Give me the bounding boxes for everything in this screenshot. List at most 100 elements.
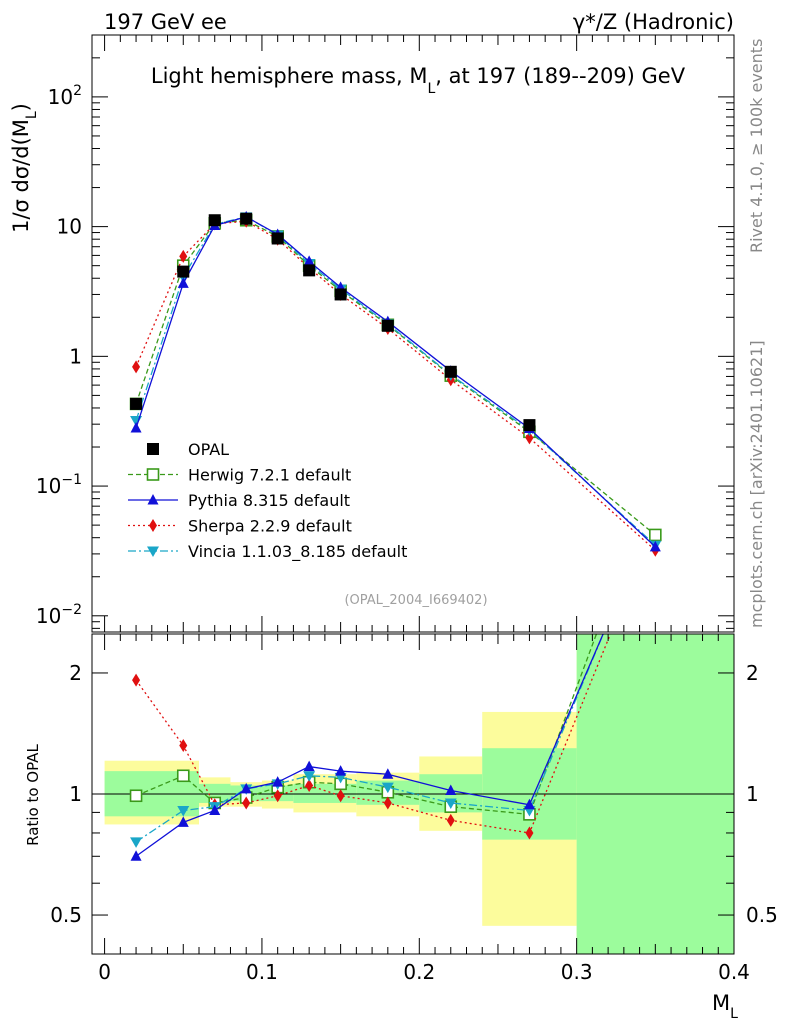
ratio-series-pythia xyxy=(130,634,604,861)
ratio-pythia-point xyxy=(272,776,284,787)
ratio-pythia-point xyxy=(335,765,347,776)
main-y-tick-labels: 10−2 10−1 1 10 102 xyxy=(36,83,82,628)
ratio-sherpa-point xyxy=(273,789,282,803)
ratio-y-tick-label-right: 0.5 xyxy=(746,903,778,927)
herwig-line xyxy=(135,219,656,536)
ratio-y-tick-label-right: 1 xyxy=(746,782,759,806)
main-series-group xyxy=(129,210,662,632)
ratio-pythia-point xyxy=(523,798,535,810)
legend-item-pythia: Pythia 8.315 default xyxy=(128,491,350,510)
pythia-point xyxy=(303,255,315,266)
ratio-y-axis-label: Ratio to OPAL xyxy=(24,744,42,846)
x-tick-label: 0 xyxy=(98,960,111,984)
ratio-pythia-point xyxy=(382,768,394,779)
ratio-vincia-point xyxy=(177,805,190,817)
legend-label-opal: OPAL xyxy=(188,440,229,459)
mcplots-label: mcplots.cern.ch [arXiv:2401.10621] xyxy=(747,340,766,628)
sherpa-point xyxy=(525,431,534,445)
ratio-y-tick-labels: 0.5 0.5 1 1 2 2 xyxy=(50,661,778,927)
ratio-series-sherpa xyxy=(132,634,612,840)
ratio-band-inner xyxy=(199,783,231,803)
ratio-x-tick-labels: 0 0.1 0.2 0.3 0.4 xyxy=(98,960,750,984)
main-panel: 10−2 10−1 1 10 102 Light hemisphere mass, ML… xyxy=(9,34,735,633)
x-axis-label: ML xyxy=(712,991,738,1022)
main-y-tick-label: 10−1 xyxy=(36,472,82,498)
ratio-herwig-point xyxy=(176,769,190,783)
ratio-herwig-point xyxy=(129,789,143,803)
legend-label-sherpa: Sherpa 2.2.9 default xyxy=(188,517,352,536)
main-frame xyxy=(91,34,735,633)
opal-point xyxy=(444,365,457,378)
ratio-y-tick-label-left: 0.5 xyxy=(50,903,82,927)
opal-point xyxy=(130,397,143,410)
legend-marker-pythia xyxy=(147,494,159,505)
legend-marker-opal xyxy=(147,443,159,455)
ratio-vincia-point xyxy=(381,782,394,794)
opal-point xyxy=(523,419,536,432)
opal-point xyxy=(334,288,347,301)
opal-point xyxy=(303,264,316,277)
main-y-tick-label: 10−2 xyxy=(36,602,82,628)
ratio-herwig-line xyxy=(135,634,598,816)
legend-marker-sherpa xyxy=(149,519,157,532)
ratio-sherpa-line xyxy=(135,634,612,834)
ratio-pythia-point xyxy=(303,760,315,772)
opal-point xyxy=(649,631,662,632)
ratio-sherpa-point xyxy=(446,813,455,827)
main-y-tick-label: 10 xyxy=(57,215,82,239)
ratio-pythia-point xyxy=(177,816,189,827)
main-y-axis-label: 1/σ dσ/d(ML) xyxy=(9,103,40,233)
opal-point xyxy=(381,319,394,332)
x-tick-label: 0.2 xyxy=(403,960,435,984)
ratio-y-tick-label-left: 1 xyxy=(69,782,82,806)
legend-item-sherpa: Sherpa 2.2.9 default xyxy=(128,517,352,536)
ratio-series-group xyxy=(129,634,612,861)
opal-point xyxy=(177,265,190,278)
header-left: 197 GeV ee xyxy=(104,10,227,34)
ratio-pythia-point xyxy=(209,804,221,815)
ratio-vincia-point xyxy=(130,837,143,848)
herwig-point xyxy=(649,528,662,542)
ratio-axis-ticks xyxy=(92,634,735,955)
rivet-label: Rivet 4.1.0, ≥ 100k events xyxy=(747,39,766,253)
ratio-sherpa-point xyxy=(242,796,251,810)
opal-point xyxy=(240,212,253,225)
main-y-tick-label: 102 xyxy=(48,83,82,109)
x-tick-label: 0.3 xyxy=(561,960,593,984)
ratio-panel: 0.5 0.5 1 1 2 2 0 0.1 0.2 0.3 0.4 Ratio to OPAL M… xyxy=(24,633,778,1022)
ratio-pythia-point xyxy=(130,850,142,861)
ratio-sherpa-point xyxy=(305,778,314,792)
ratio-sherpa-point xyxy=(179,739,188,753)
sherpa-point xyxy=(132,360,141,374)
ratio-sherpa-point xyxy=(383,796,392,810)
x-tick-label: 0.4 xyxy=(718,960,750,984)
legend-item-vincia: Vincia 1.1.03_8.185 default xyxy=(128,542,407,562)
legend-label-pythia: Pythia 8.315 default xyxy=(188,491,350,510)
ratio-vincia-point xyxy=(303,771,316,782)
legend: OPAL Herwig 7.2.1 default Pythia 8.315 def… xyxy=(128,440,407,562)
legend-item-opal: OPAL xyxy=(147,440,229,459)
main-axis-ticks xyxy=(92,34,735,632)
legend-label-herwig: Herwig 7.2.1 default xyxy=(188,466,351,485)
opal-point xyxy=(208,214,221,227)
ratio-sherpa-point xyxy=(132,673,141,687)
legend-label-vincia: Vincia 1.1.03_8.185 default xyxy=(188,542,407,562)
legend-marker-vincia xyxy=(147,546,159,557)
sherpa-point xyxy=(179,249,188,263)
pythia-point xyxy=(649,540,661,552)
ratio-y-tick-label-left: 2 xyxy=(69,661,82,685)
ratio-y-tick-label-right: 2 xyxy=(746,661,759,685)
ratio-vincia-point xyxy=(444,798,457,809)
header-right: γ*/Z (Hadronic) xyxy=(573,10,734,34)
x-tick-label: 0.1 xyxy=(246,960,278,984)
pythia-point xyxy=(130,422,142,433)
legend-item-herwig: Herwig 7.2.1 default xyxy=(128,466,351,485)
chart-title: Light hemisphere mass, ML, at 197 (189--… xyxy=(151,64,686,97)
ratio-pythia-point xyxy=(445,784,457,796)
ratio-sherpa-point xyxy=(336,789,345,803)
opal-point xyxy=(271,232,284,245)
ratio-sherpa-point xyxy=(525,826,534,840)
series-opal xyxy=(130,212,662,632)
ratio-pythia-point xyxy=(240,782,252,794)
